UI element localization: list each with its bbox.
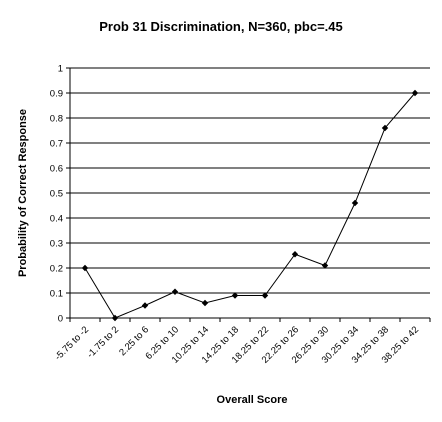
data-point [231,292,239,299]
series-line [81,89,419,322]
y-tick-label: 0.4 [50,214,63,225]
data-point [351,199,359,207]
y-tick-label: 0.3 [50,239,63,250]
y-tick-label: 0.8 [50,114,63,125]
y-tick-label: 0.2 [50,264,63,275]
data-point [201,299,209,307]
y-tick-label: 0.7 [50,139,63,150]
y-tick-label: 0.9 [50,89,63,100]
data-point [411,89,419,97]
data-point [171,288,179,295]
data-point [291,251,299,258]
x-tick-label: -5.75 to -2 [53,324,91,362]
grid [66,67,431,322]
data-point [381,124,389,132]
y-tick-label: 1 [58,64,63,75]
x-axis-title: Overall Score [217,394,288,406]
chart-title: Prob 31 Discrimination, N=360, pbc=.45 [99,19,342,34]
y-tick-labels: 0 0.1 0.2 0.3 0.4 0.5 0.6 0.7 0.8 0.9 1 [50,64,63,325]
data-point [111,314,119,322]
x-tick-labels: -5.75 to -2-1.75 to 22.25 to 66.25 to 10… [53,324,421,365]
data-point [81,264,89,272]
data-point [321,262,329,269]
x-tick-label: -1.75 to 2 [85,324,121,360]
data-point [141,302,149,309]
y-tick-label: 0.1 [50,289,63,300]
y-tick-label: 0 [58,314,63,325]
y-tick-label: 0.6 [50,164,63,175]
data-line [84,92,416,319]
y-tick-label: 0.5 [50,189,63,200]
y-axis-title: Probability of Correct Response [17,109,29,277]
data-point [261,292,269,299]
